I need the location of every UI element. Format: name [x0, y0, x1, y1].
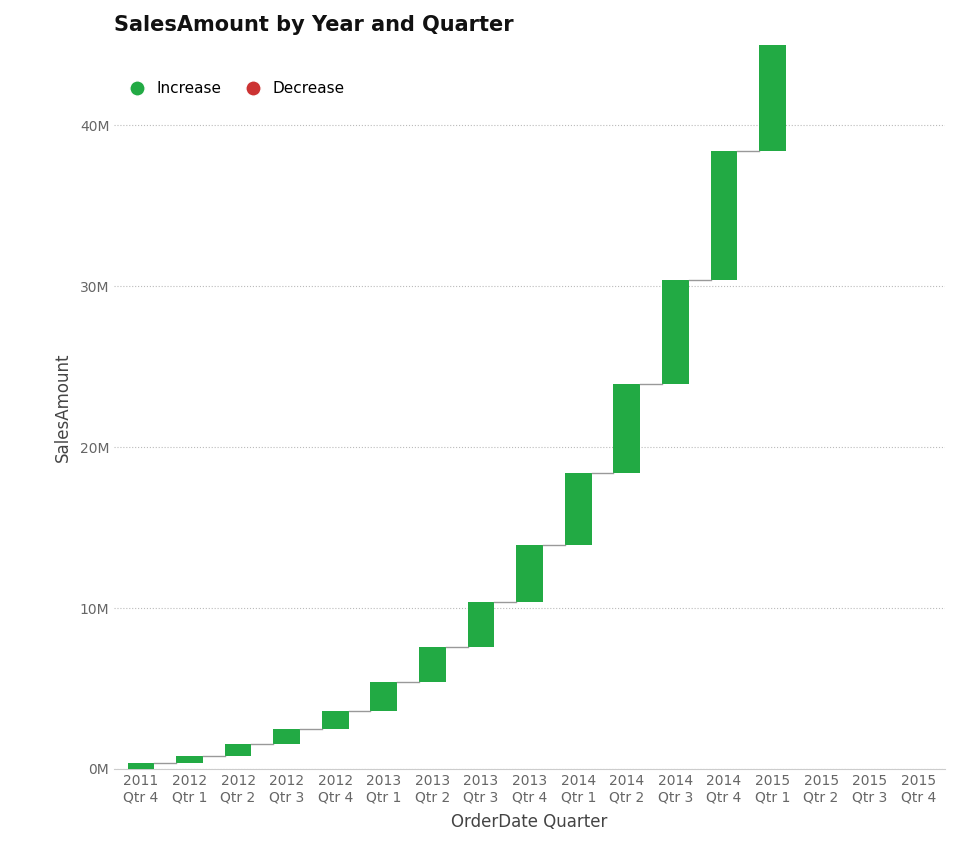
Bar: [710, 151, 737, 280]
Bar: [516, 546, 543, 602]
Bar: [371, 682, 397, 711]
X-axis label: OrderDate Quarter: OrderDate Quarter: [451, 813, 608, 831]
Bar: [322, 711, 348, 728]
Bar: [564, 473, 591, 546]
Text: SalesAmount by Year and Quarter: SalesAmount by Year and Quarter: [114, 15, 514, 35]
Bar: [274, 728, 300, 744]
Legend: Increase, Decrease: Increase, Decrease: [122, 81, 345, 96]
Bar: [759, 0, 786, 151]
Bar: [613, 384, 640, 473]
Bar: [468, 602, 494, 646]
Bar: [177, 756, 203, 763]
Bar: [225, 744, 252, 756]
Y-axis label: SalesAmount: SalesAmount: [54, 352, 71, 462]
Bar: [662, 280, 688, 384]
Bar: [128, 763, 155, 769]
Bar: [420, 646, 445, 682]
